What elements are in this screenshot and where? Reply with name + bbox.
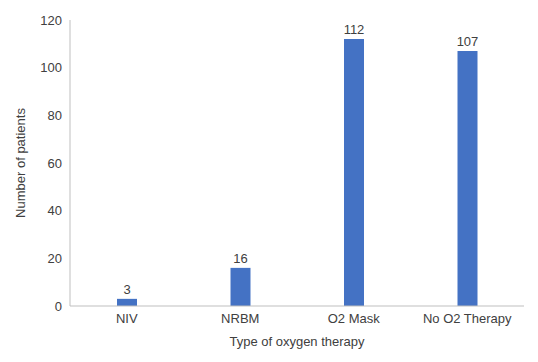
svg-text:NRBM: NRBM <box>221 311 259 326</box>
svg-text:3: 3 <box>123 282 130 297</box>
svg-text:Type of oxygen therapy: Type of oxygen therapy <box>229 334 365 349</box>
svg-text:60: 60 <box>48 156 62 171</box>
svg-text:100: 100 <box>40 60 62 75</box>
svg-text:Number of patients: Number of patients <box>13 108 28 218</box>
svg-text:112: 112 <box>344 22 365 37</box>
svg-text:No O2 Therapy: No O2 Therapy <box>423 311 512 326</box>
svg-text:20: 20 <box>48 251 62 266</box>
svg-text:40: 40 <box>48 203 62 218</box>
svg-text:107: 107 <box>457 34 479 49</box>
svg-text:16: 16 <box>233 251 247 266</box>
svg-text:120: 120 <box>40 13 62 28</box>
svg-text:O2 Mask: O2 Mask <box>328 311 381 326</box>
svg-text:NIV: NIV <box>116 311 138 326</box>
svg-text:0: 0 <box>55 299 62 314</box>
svg-text:80: 80 <box>48 108 62 123</box>
